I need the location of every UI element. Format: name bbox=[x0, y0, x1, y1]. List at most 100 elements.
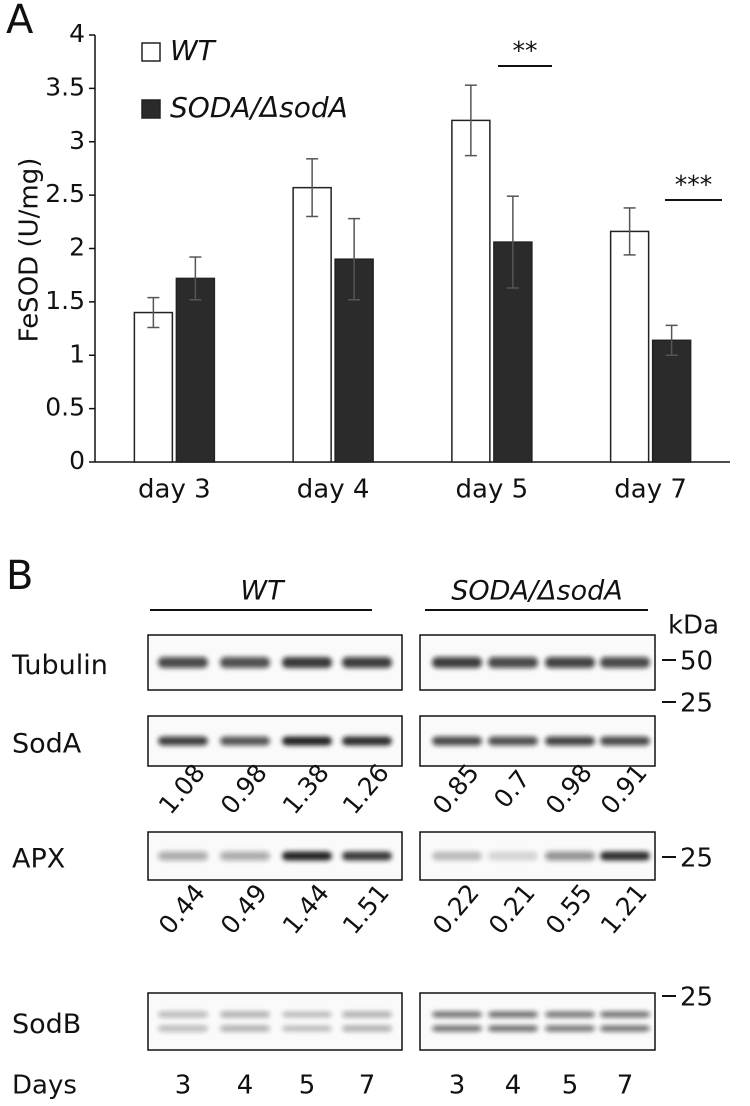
y-tick-label: 0.5 bbox=[45, 393, 85, 422]
y-tick-label: 2.5 bbox=[45, 179, 85, 208]
panel-label: A bbox=[6, 0, 34, 43]
quantification-label: 0.21 bbox=[483, 878, 541, 939]
blot-band bbox=[545, 1025, 595, 1032]
blot-band bbox=[158, 1025, 208, 1032]
days-label: Days bbox=[12, 1071, 77, 1101]
blot-band bbox=[220, 851, 270, 861]
y-tick-label: 2 bbox=[69, 233, 85, 262]
day-label: 7 bbox=[359, 1071, 376, 1101]
error-bar bbox=[665, 324, 678, 356]
day-label: 4 bbox=[505, 1071, 522, 1101]
quantification-label: 0.98 bbox=[215, 758, 273, 819]
quantification-label: 1.44 bbox=[277, 878, 335, 939]
blot-band bbox=[282, 736, 332, 746]
x-tick-label: day 4 bbox=[297, 475, 370, 505]
legend-swatch bbox=[141, 99, 161, 119]
bar bbox=[451, 119, 491, 463]
blot-band bbox=[600, 736, 650, 746]
blot-band bbox=[220, 1011, 270, 1018]
quantification-label: 1.08 bbox=[153, 758, 211, 819]
quantification-label: 0.49 bbox=[215, 878, 273, 939]
quantification-label: 1.21 bbox=[595, 878, 653, 939]
blot-band bbox=[342, 657, 392, 668]
legend-label: WT bbox=[170, 34, 217, 67]
blot-band bbox=[158, 736, 208, 746]
day-label: 5 bbox=[299, 1071, 316, 1101]
blot-band bbox=[488, 1025, 538, 1032]
significance-label: *** bbox=[675, 170, 713, 199]
blot-band bbox=[158, 851, 208, 861]
x-tick-label: day 5 bbox=[456, 475, 529, 505]
blot-band bbox=[282, 851, 332, 861]
group-label: WT bbox=[240, 576, 286, 607]
blot-band bbox=[545, 657, 595, 668]
day-label: 5 bbox=[562, 1071, 579, 1101]
bar bbox=[609, 230, 650, 463]
row-label: APX bbox=[12, 844, 65, 875]
quantification-label: 0.7 bbox=[488, 764, 536, 813]
y-tick-label: 1.5 bbox=[45, 286, 85, 315]
blot-band bbox=[488, 1011, 538, 1018]
y-tick-label: 1 bbox=[69, 339, 85, 368]
blot-band bbox=[282, 1011, 332, 1018]
blot-band bbox=[600, 851, 650, 861]
kda-label: kDa bbox=[668, 611, 719, 641]
blot-band bbox=[220, 736, 270, 746]
marker-label: 50 bbox=[680, 647, 713, 677]
blot-band bbox=[488, 736, 538, 746]
quantification-label: 0.85 bbox=[427, 758, 485, 819]
blot-band bbox=[600, 657, 650, 668]
quantification-label: 1.38 bbox=[277, 758, 335, 819]
quantification-label: 0.98 bbox=[540, 758, 598, 819]
error-bar bbox=[306, 158, 319, 218]
blot-band bbox=[545, 851, 595, 861]
blot-band bbox=[432, 1011, 482, 1018]
row-label: Tubulin bbox=[11, 650, 108, 681]
blot-band bbox=[342, 1011, 392, 1018]
blot-band bbox=[488, 657, 538, 668]
quantification-label: 0.91 bbox=[595, 758, 653, 819]
error-bar bbox=[348, 217, 361, 301]
y-tick-label: 4 bbox=[69, 19, 85, 48]
y-axis-label: FeSOD (U/mg) bbox=[15, 158, 45, 343]
day-label: 3 bbox=[449, 1071, 466, 1101]
blot-band bbox=[158, 657, 208, 668]
day-label: 7 bbox=[617, 1071, 634, 1101]
marker-label: 25 bbox=[680, 983, 713, 1013]
blot-band bbox=[220, 1025, 270, 1032]
row-label: SodB bbox=[12, 1009, 81, 1040]
bar bbox=[133, 311, 174, 463]
x-tick-label: day 3 bbox=[138, 475, 211, 505]
y-tick-label: 0 bbox=[69, 446, 85, 475]
blot-band bbox=[158, 1011, 208, 1018]
blot-band bbox=[432, 1025, 482, 1032]
significance-label: ** bbox=[513, 36, 538, 65]
blot-band bbox=[545, 736, 595, 746]
error-bar bbox=[506, 195, 519, 289]
group-label: SODA/ΔsodA bbox=[451, 576, 622, 607]
row-label: SodA bbox=[12, 729, 82, 760]
blot-band bbox=[545, 1011, 595, 1018]
panel-label: B bbox=[6, 553, 33, 599]
blot-band bbox=[600, 1025, 650, 1032]
quantification-label: 0.44 bbox=[153, 878, 211, 939]
quantification-label: 0.55 bbox=[540, 878, 598, 939]
blot-band bbox=[600, 1011, 650, 1018]
error-bar bbox=[147, 296, 160, 329]
quantification-label: 1.51 bbox=[337, 878, 395, 939]
blot-band bbox=[342, 1025, 392, 1032]
quantification-label: 1.26 bbox=[337, 758, 395, 819]
blot-band bbox=[432, 657, 482, 668]
error-bar bbox=[623, 207, 636, 256]
day-label: 4 bbox=[237, 1071, 254, 1101]
blot-frame bbox=[147, 992, 403, 1051]
blot-frame bbox=[419, 992, 656, 1051]
marker-label: 25 bbox=[680, 844, 713, 874]
bar bbox=[651, 339, 692, 463]
blot-band bbox=[432, 851, 482, 861]
blot-band bbox=[282, 1025, 332, 1032]
blot-band bbox=[488, 851, 538, 861]
error-bar bbox=[464, 84, 477, 157]
day-label: 3 bbox=[175, 1071, 192, 1101]
x-tick-label: day 7 bbox=[614, 475, 687, 505]
